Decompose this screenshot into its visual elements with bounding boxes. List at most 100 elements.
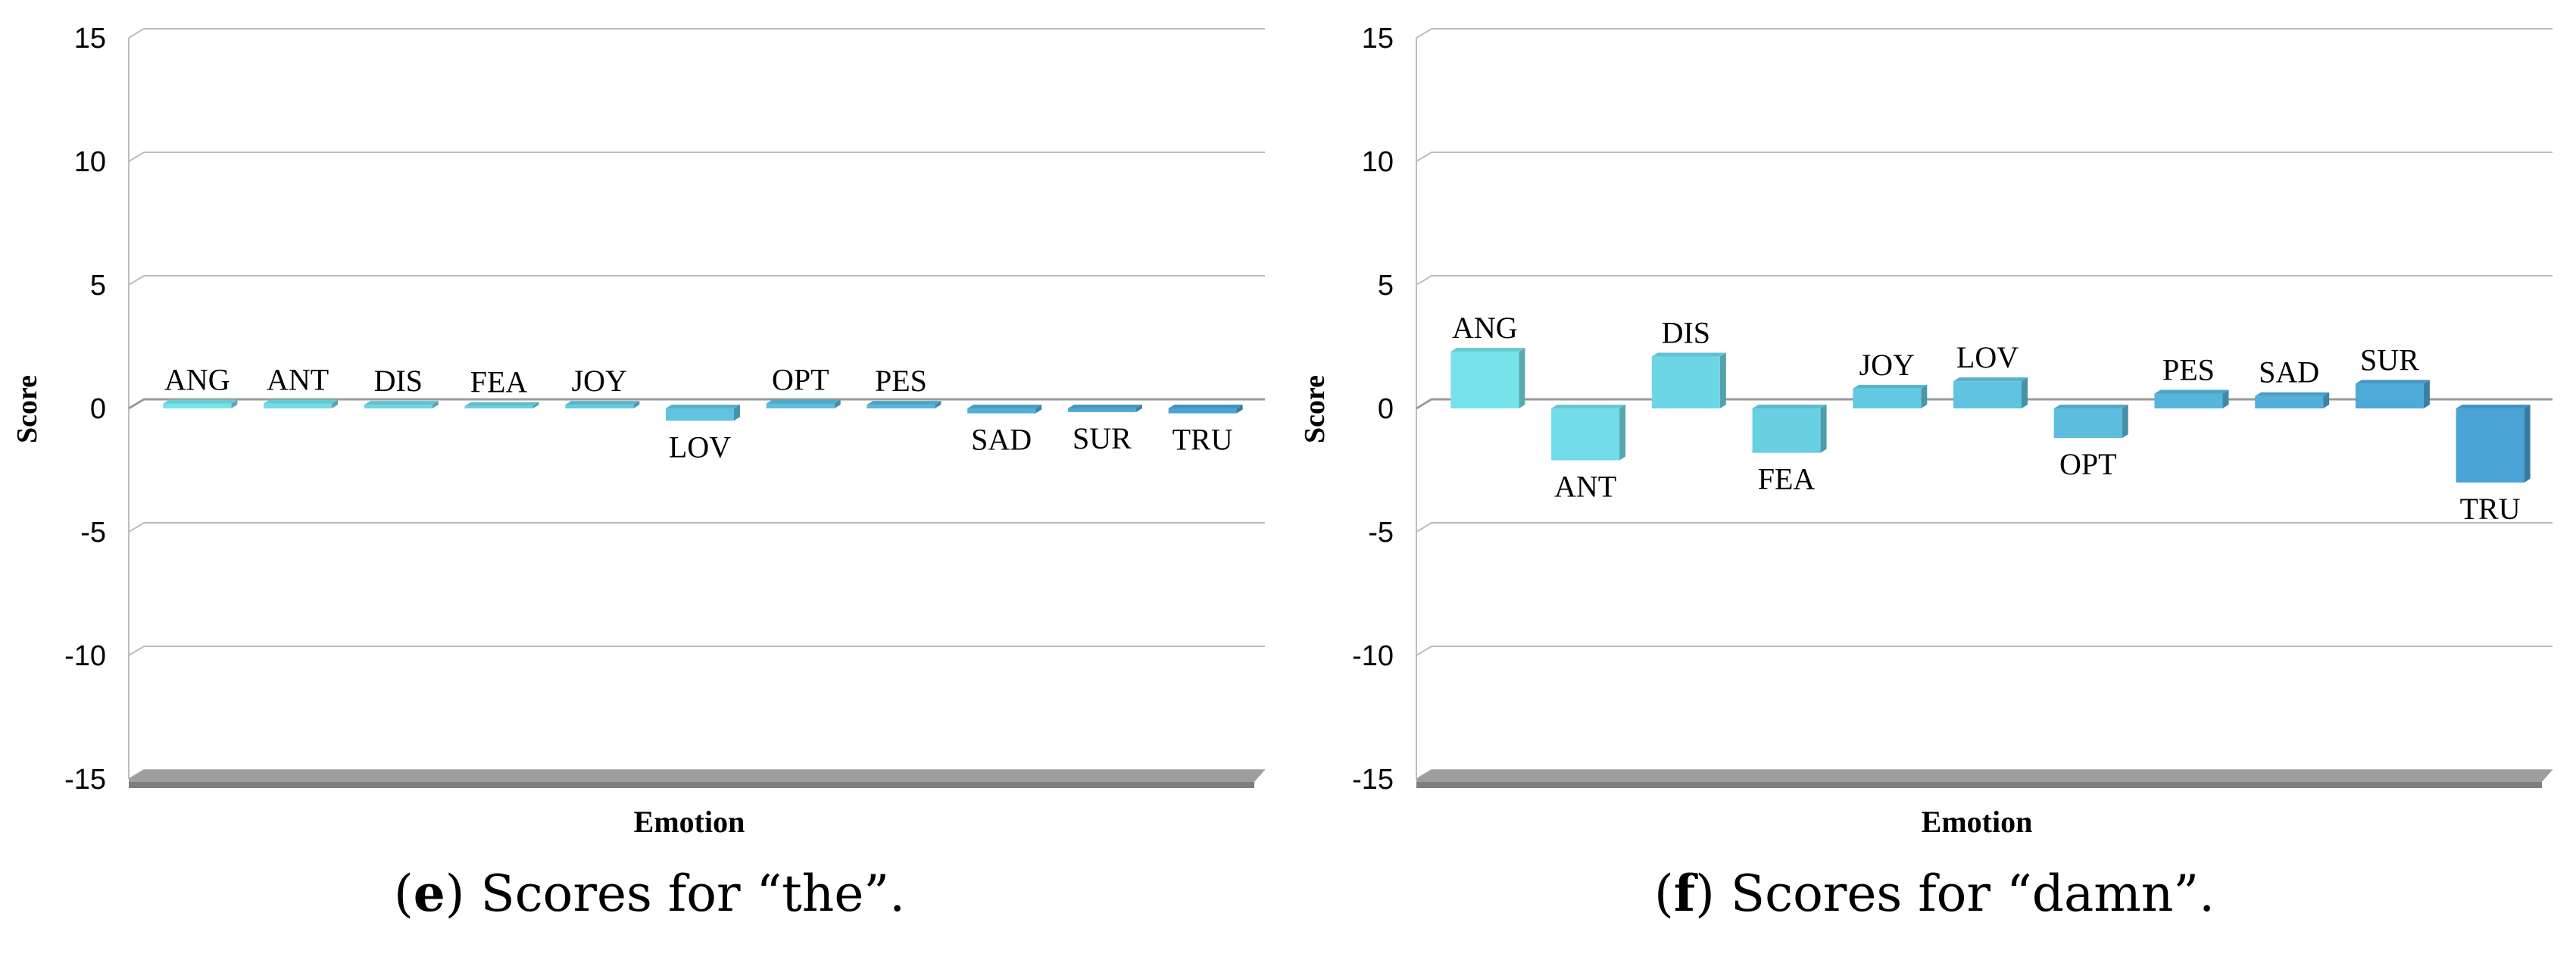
- bar: [2154, 393, 2223, 408]
- gridline: [1416, 522, 2553, 533]
- y-axis-title: Score: [11, 375, 43, 443]
- bar-dis: DIS: [1651, 316, 1726, 408]
- bar-top: [766, 399, 841, 404]
- bar-top: [1651, 352, 1726, 357]
- bar-label: ANG: [164, 362, 230, 396]
- bar-side: [432, 401, 439, 408]
- caption-e-letter: e: [413, 864, 445, 923]
- gridline: [1416, 28, 2553, 39]
- bar-label: ANG: [1452, 311, 1518, 345]
- bar-top: [2154, 389, 2229, 394]
- bar-tru: TRU: [2456, 405, 2531, 526]
- bar-label: ANT: [1554, 469, 1616, 503]
- bar-label: FEA: [470, 365, 528, 399]
- bar-top: [565, 401, 640, 405]
- bar-ant: ANT: [1551, 405, 1626, 503]
- bar-label: SAD: [2259, 355, 2319, 389]
- bar-ang: ANG: [1450, 311, 1525, 408]
- y-tick-label: 15: [1362, 23, 1394, 55]
- bar-label: LOV: [669, 430, 731, 464]
- bar-top: [264, 399, 339, 404]
- bar-sad: SAD: [2255, 355, 2330, 408]
- bar: [1853, 388, 1922, 408]
- y-tick-label: -15: [64, 764, 106, 796]
- chart-e: 15 10 5 0 -5 -10 -15 Score Emotion ANG ANT DIS FEA JO…: [11, 23, 1265, 839]
- bar: [1551, 408, 1620, 461]
- bar-side: [332, 399, 339, 408]
- bar-top: [364, 401, 439, 405]
- bar-side: [1035, 405, 1042, 414]
- bar-top: [2255, 392, 2330, 396]
- bar: [1450, 352, 1519, 408]
- bar-label: LOV: [1956, 340, 2019, 374]
- bar-tru: TRU: [1168, 405, 1243, 457]
- bar-label: ANT: [267, 362, 329, 396]
- y-tick-label: 0: [90, 393, 106, 425]
- bar: [1752, 408, 1821, 453]
- bar-top: [1752, 405, 1827, 408]
- bar-label: DIS: [1662, 316, 1710, 350]
- caption-e: (e) Scores for “the”.: [394, 864, 906, 923]
- floor-edge: [129, 782, 1254, 788]
- bar-side: [633, 401, 640, 408]
- x-axis-title: Emotion: [634, 805, 745, 839]
- bar-side: [2222, 389, 2229, 408]
- bar-side: [1921, 384, 1928, 408]
- floor-edge: [1416, 782, 2542, 788]
- bar: [866, 405, 935, 408]
- caption-f-letter: f: [1673, 864, 1696, 923]
- gridline: [1416, 275, 2553, 286]
- y-tick-label: 5: [1378, 270, 1394, 302]
- y-tick-label: 10: [1362, 146, 1394, 178]
- bar-top: [163, 399, 238, 404]
- bar: [264, 403, 333, 408]
- gridline: [1416, 646, 2553, 656]
- bar: [666, 408, 734, 421]
- chart-f: 15 10 5 0 -5 -10 -15 Score Emotion ANG ANT DIS FEA JO…: [1299, 23, 2553, 839]
- bar-top: [464, 402, 539, 406]
- bar-joy: JOY: [565, 364, 640, 408]
- bar-label: SUR: [2360, 342, 2419, 377]
- bar-top: [2053, 405, 2128, 408]
- bar-side: [834, 399, 841, 408]
- bar-label: PES: [875, 364, 927, 398]
- bar-pes: PES: [2154, 352, 2229, 408]
- bar-top: [1953, 377, 2028, 382]
- bar-label: OPT: [2059, 447, 2117, 481]
- bar-side: [2423, 380, 2430, 408]
- gridline: [128, 522, 1265, 533]
- bar-opt: OPT: [2053, 405, 2128, 481]
- bar-label: DIS: [374, 364, 423, 398]
- bar: [766, 403, 835, 408]
- bar-side: [1236, 405, 1243, 414]
- bar-side: [1619, 405, 1626, 461]
- gridline: [1416, 152, 2553, 162]
- bar: [1953, 381, 2022, 408]
- bar-fea: FEA: [1752, 405, 1827, 496]
- bar-side: [231, 399, 238, 408]
- y-tick-label: 15: [74, 23, 106, 55]
- caption-e-text: Scores for “the”.: [464, 865, 906, 923]
- bar-joy: JOY: [1853, 348, 1928, 408]
- y-tick-label: 0: [1378, 393, 1394, 425]
- bar-opt: OPT: [766, 362, 841, 408]
- bar-top: [1450, 348, 1525, 352]
- gridline: [128, 398, 1265, 410]
- bar: [1651, 356, 1720, 408]
- bar-side: [2122, 405, 2128, 439]
- x-axis-title: Emotion: [1922, 805, 2033, 839]
- y-tick-label: -15: [1352, 764, 1394, 796]
- bar-side: [1135, 405, 1142, 412]
- caption-f: (f) Scores for “damn”.: [1654, 864, 2215, 923]
- bar-label: FEA: [1758, 462, 1816, 496]
- bar: [2355, 383, 2424, 408]
- bar-sur: SUR: [1067, 405, 1142, 455]
- bar-top: [1168, 405, 1243, 408]
- bar-label: PES: [2162, 352, 2215, 386]
- bar-top: [666, 405, 740, 408]
- gridline: [128, 275, 1265, 286]
- bar-top: [866, 401, 941, 405]
- bar-label: TRU: [2460, 492, 2521, 526]
- bar-label: JOY: [1859, 348, 1915, 382]
- bar-top: [1551, 405, 1626, 408]
